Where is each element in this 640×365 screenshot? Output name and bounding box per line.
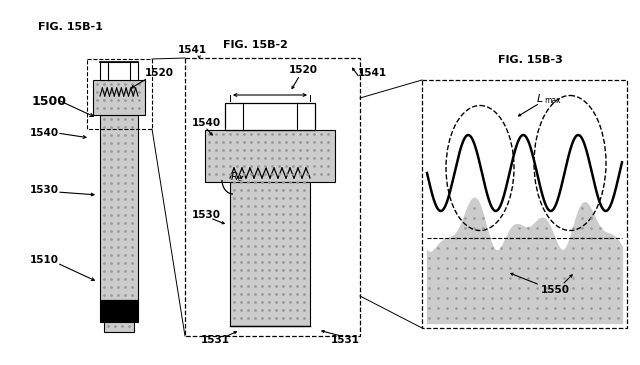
Text: 1531: 1531 bbox=[200, 335, 230, 345]
Text: FIG. 15B-1: FIG. 15B-1 bbox=[38, 22, 103, 32]
Bar bbox=[185, 58, 360, 336]
Bar bbox=[93, 80, 145, 115]
Text: max: max bbox=[544, 96, 561, 105]
Text: $L$: $L$ bbox=[536, 92, 543, 104]
Text: 1530: 1530 bbox=[30, 185, 59, 195]
Bar bbox=[100, 115, 138, 300]
Bar bbox=[205, 130, 335, 182]
Text: 1500: 1500 bbox=[32, 95, 67, 108]
Bar bbox=[100, 300, 138, 322]
Bar bbox=[225, 103, 315, 130]
Bar bbox=[104, 322, 134, 332]
Text: FIG. 15B-3: FIG. 15B-3 bbox=[498, 55, 563, 65]
Text: 1541: 1541 bbox=[177, 45, 207, 55]
Text: 1530: 1530 bbox=[192, 210, 221, 220]
Bar bbox=[230, 178, 310, 326]
Bar bbox=[422, 80, 627, 328]
Text: 1520: 1520 bbox=[145, 68, 174, 78]
Text: 1540: 1540 bbox=[192, 118, 221, 128]
Text: 1520: 1520 bbox=[289, 65, 317, 75]
Text: 1510: 1510 bbox=[30, 255, 59, 265]
Text: 1531: 1531 bbox=[330, 335, 360, 345]
Text: FIG. 15B-2: FIG. 15B-2 bbox=[223, 40, 287, 50]
Bar bbox=[87, 59, 152, 129]
Text: $R_e$: $R_e$ bbox=[230, 170, 244, 184]
Bar bbox=[100, 62, 138, 80]
Text: 1541: 1541 bbox=[358, 68, 387, 78]
Text: 1550: 1550 bbox=[541, 285, 570, 295]
Text: 1540: 1540 bbox=[30, 128, 59, 138]
